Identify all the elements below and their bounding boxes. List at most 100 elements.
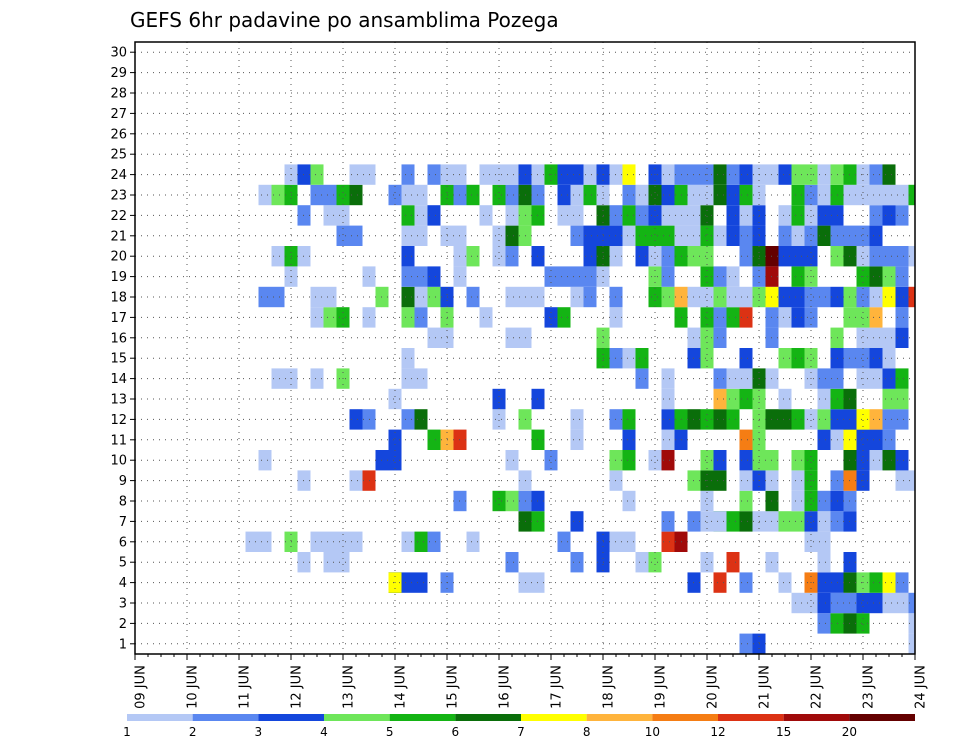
data-cell bbox=[739, 225, 753, 246]
data-cell bbox=[648, 450, 662, 471]
data-cell bbox=[726, 409, 740, 430]
data-cell bbox=[791, 511, 805, 532]
legend-swatch bbox=[586, 714, 653, 721]
data-cell bbox=[869, 164, 883, 185]
data-cell bbox=[726, 286, 740, 308]
data-cell bbox=[739, 348, 753, 369]
data-cell bbox=[479, 307, 493, 328]
data-cell bbox=[635, 368, 649, 389]
data-cell bbox=[310, 184, 324, 206]
data-cell bbox=[635, 552, 649, 573]
data-cell bbox=[414, 531, 428, 552]
data-cell bbox=[570, 552, 584, 573]
y-tick-label: 19 bbox=[110, 270, 127, 285]
data-cell bbox=[882, 246, 896, 267]
y-tick-label: 28 bbox=[110, 87, 127, 102]
data-cell bbox=[427, 164, 441, 185]
y-tick-label: 5 bbox=[119, 556, 127, 571]
data-cell bbox=[739, 307, 753, 328]
data-cell bbox=[557, 184, 571, 206]
data-cell bbox=[635, 348, 649, 369]
legend-swatch bbox=[324, 714, 390, 721]
data-cell bbox=[505, 164, 519, 185]
data-cell bbox=[856, 225, 870, 246]
data-cell bbox=[570, 184, 584, 206]
data-cell bbox=[908, 592, 915, 614]
y-tick-label: 8 bbox=[119, 495, 127, 510]
data-cell bbox=[908, 286, 915, 308]
data-cell bbox=[401, 307, 415, 328]
data-cell bbox=[622, 409, 636, 430]
data-cell bbox=[557, 164, 571, 185]
data-cell bbox=[648, 205, 662, 226]
x-tick-label: 17 JUN bbox=[550, 665, 565, 709]
data-cell bbox=[401, 246, 415, 267]
data-cell bbox=[713, 164, 727, 185]
y-tick-label: 13 bbox=[110, 393, 127, 408]
data-cell bbox=[622, 184, 636, 206]
data-cell bbox=[336, 205, 350, 226]
data-cell bbox=[739, 572, 753, 593]
data-cell bbox=[583, 246, 597, 267]
data-cell bbox=[908, 470, 915, 491]
data-cell bbox=[713, 572, 727, 593]
data-cell bbox=[700, 552, 714, 573]
data-cell bbox=[739, 511, 753, 532]
data-cell bbox=[505, 205, 519, 226]
y-tick-label: 23 bbox=[110, 189, 127, 204]
data-cell bbox=[583, 184, 597, 206]
legend-label: 3 bbox=[255, 725, 263, 739]
data-cell bbox=[804, 184, 818, 206]
data-cell bbox=[713, 327, 727, 348]
data-cell bbox=[726, 205, 740, 226]
data-cell bbox=[817, 592, 831, 614]
data-cell bbox=[401, 225, 415, 246]
data-cell bbox=[817, 409, 831, 430]
data-cell bbox=[479, 205, 493, 226]
data-cell bbox=[505, 286, 519, 308]
data-cell bbox=[323, 552, 337, 573]
data-cell bbox=[505, 490, 519, 512]
x-tick-label: 24 JUN bbox=[914, 665, 929, 709]
data-cell bbox=[882, 388, 896, 410]
data-cell bbox=[726, 552, 740, 573]
data-cell bbox=[401, 409, 415, 430]
data-cell bbox=[466, 184, 480, 206]
data-cell bbox=[661, 266, 675, 287]
data-cell bbox=[310, 307, 324, 328]
data-cell bbox=[856, 348, 870, 369]
data-cell bbox=[739, 470, 753, 491]
data-cell bbox=[882, 409, 896, 430]
data-cell bbox=[271, 368, 285, 389]
data-cell bbox=[700, 450, 714, 471]
data-cell bbox=[791, 490, 805, 512]
y-tick-label: 10 bbox=[110, 454, 127, 469]
data-cell bbox=[401, 348, 415, 369]
data-cell bbox=[414, 225, 428, 246]
legend-label: 1 bbox=[123, 725, 131, 739]
data-cell bbox=[349, 531, 363, 552]
data-cell bbox=[791, 286, 805, 308]
legend-label: 20 bbox=[842, 725, 857, 739]
data-cell bbox=[791, 470, 805, 491]
data-cell bbox=[349, 225, 363, 246]
data-cell bbox=[661, 225, 675, 246]
data-cell bbox=[869, 368, 883, 389]
data-cell bbox=[778, 307, 792, 328]
data-cell bbox=[505, 184, 519, 206]
data-cell bbox=[570, 225, 584, 246]
legend-swatch bbox=[455, 714, 521, 721]
data-cell bbox=[388, 184, 402, 206]
data-cell bbox=[661, 511, 675, 532]
data-cell bbox=[856, 409, 870, 430]
data-cell bbox=[882, 164, 896, 185]
data-cell bbox=[817, 164, 831, 185]
data-cell bbox=[856, 246, 870, 267]
data-cell bbox=[700, 511, 714, 532]
data-cell bbox=[804, 205, 818, 226]
data-cell bbox=[869, 450, 883, 471]
x-axis: 09 JUN 10 JUN 11 JUN 12 JUN 13 JUN 14 JUN 15 J… bbox=[134, 654, 929, 709]
data-cell bbox=[310, 164, 324, 185]
data-cell bbox=[570, 205, 584, 226]
